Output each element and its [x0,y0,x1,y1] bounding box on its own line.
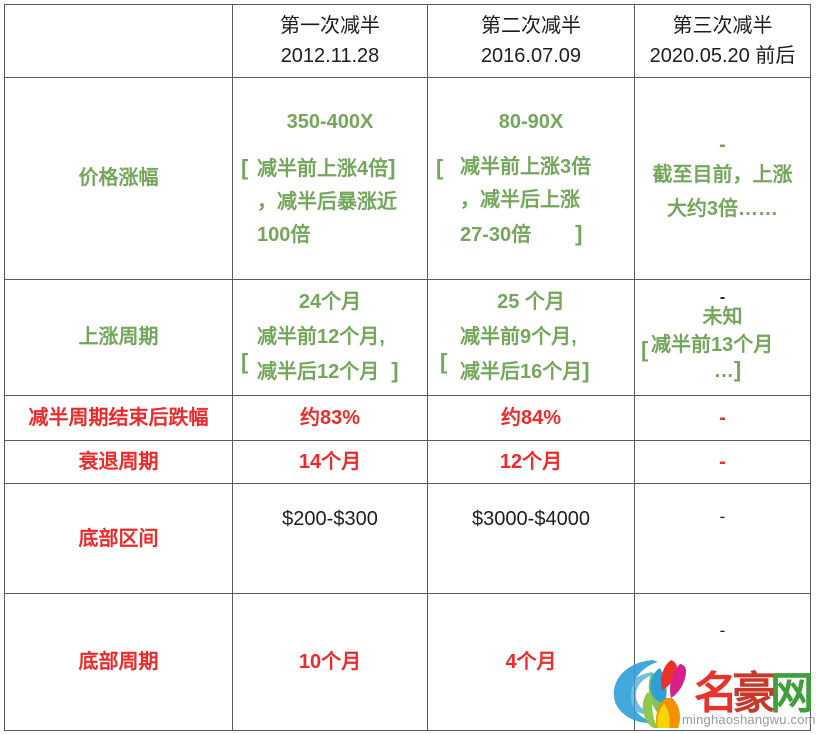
halving-1-date: 2012.11.28 [280,45,380,67]
value-dash: - [719,133,726,156]
value-primary: 10个月 [298,651,362,673]
header-cell-halving-3: 第三次减半 2020.05.20 前后 [634,4,811,78]
bracket-close: ] [388,154,396,180]
row-label-bottom-cycle: 底部周期 [4,593,233,731]
cell-drawdown-halving-1: 约83% [232,395,428,441]
cell-bottom-range-halving-2: $3000-$4000 [427,483,635,594]
value-primary: $200-$300 [282,508,378,530]
value-detail: [ 减半前9个月, 减半后16个月] [434,321,628,389]
bracket-open: [ [641,337,649,362]
row-label-text: 价格涨幅 [78,167,159,189]
bracket-close: ] [733,357,742,382]
detail-line-2: 减半后16个月] [460,358,590,383]
halving-3-title: 第三次减半 [672,15,773,37]
value-detail: [ 减半前上涨4倍] ，减半后暴涨近 100倍 [239,151,421,252]
table-row-rise-cycle: 上涨周期 24个月 [ 减半前12个月, 减半后12个月] 25 个月 [4,279,811,396]
value-primary: 24个月 [298,291,362,313]
cell-price-growth-halving-1: 350-400X [ 减半前上涨4倍] ，减半后暴涨近 100倍 [232,77,428,280]
cell-drawdown-halving-2: 约84% [427,395,635,441]
value-primary: 约84% [500,407,562,429]
row-label-text: 衰退周期 [78,451,159,473]
halving-2-date: 2016.07.09 [480,45,582,67]
detail-line-2: 减半后12个月] [257,358,399,383]
value-primary: 80-90X [498,110,564,133]
cell-price-growth-halving-2: 80-90X [ 减半前上涨3倍 ，减半后上涨 27-30倍] [427,77,635,280]
value-dash: - [719,507,726,526]
row-label-bottom-range: 底部区间 [4,483,233,594]
cell-drawdown-halving-3: - [634,395,811,441]
cell-recession-halving-3: - [634,440,811,484]
value-primary: 12个月 [499,451,563,473]
value-dash: - [719,451,726,473]
cell-bottom-cycle-halving-3: - [634,593,811,731]
value-dash: - [719,621,726,640]
header-cell-halving-1: 第一次减半 2012.11.28 [232,4,428,78]
halving-comparison-table: 第一次减半 2012.11.28 第二次减半 2016.07.09 第三次减半 … [4,4,811,731]
cell-bottom-range-halving-1: $200-$300 [232,483,428,594]
row-label-price-growth: 价格涨幅 [4,77,233,280]
value-primary: 14个月 [298,451,362,473]
table-row-recession-cycle: 衰退周期 14个月 12个月 - [4,440,811,484]
detail-line-3: 100倍 [257,223,311,246]
detail-line-1: 截至目前，上涨 [652,163,793,186]
value-detail: [ 减半前上涨3倍 ，减半后上涨 27-30倍] [434,151,628,252]
detail-line-1: 减半前13个月 [651,334,774,356]
value-primary: 25 个月 [497,291,565,313]
value-primary: $3000-$4000 [472,508,590,530]
header-cell-halving-2: 第二次减半 2016.07.09 [427,4,635,78]
row-label-recession-cycle: 衰退周期 [4,440,233,484]
cell-rise-cycle-halving-1: 24个月 [ 减半前12个月, 减半后12个月] [232,279,428,396]
detail-line-1: 减半前12个月, [257,326,385,348]
detail-line-2: …] [713,357,742,383]
halving-comparison-table-container: 第一次减半 2012.11.28 第二次减半 2016.07.09 第三次减半 … [4,4,811,731]
detail-line-2: ，减半后上涨 [460,188,580,211]
value-dash: - [719,289,726,306]
header-cell-empty [4,4,233,78]
table-row-price-growth: 价格涨幅 350-400X [ 减半前上涨4倍] ，减半后暴涨近 100倍 [4,77,811,280]
detail-line-2: 大约3倍…… [666,197,779,220]
bracket-open: [ [241,349,249,374]
bracket-close: ] [575,220,583,246]
detail-line-1: 减半前9个月, [460,326,577,348]
bracket-close: ] [391,358,399,383]
value-unknown: 未知 [702,306,743,328]
cell-recession-halving-2: 12个月 [427,440,635,484]
value-detail: [ 减半前12个月, 减半后12个月] [239,321,421,389]
cell-rise-cycle-halving-3: - 未知 [ 减半前13个月 …] [634,279,811,396]
cell-rise-cycle-halving-2: 25 个月 [ 减半前9个月, 减半后16个月] [427,279,635,396]
row-label-text: 减半周期结束后跌幅 [28,407,209,429]
cell-bottom-cycle-halving-2: 4个月 [427,593,635,731]
detail-line-2: ，减半后暴涨近 [257,190,397,213]
row-label-rise-cycle: 上涨周期 [4,279,233,396]
halving-3-date: 2020.05.20 前后 [649,45,796,67]
detail-line-1: 减半前上涨4倍] [257,154,396,180]
value-primary: 4个月 [505,651,557,673]
value-dash: - [719,407,726,429]
row-label-post-halving-drawdown: 减半周期结束后跌幅 [4,395,233,441]
bracket-open: [ [241,154,249,180]
halving-1-title: 第一次减半 [280,15,380,37]
row-label-text: 底部区间 [78,527,159,550]
table-header-row: 第一次减半 2012.11.28 第二次减半 2016.07.09 第三次减半 … [4,4,811,78]
cell-bottom-cycle-halving-1: 10个月 [232,593,428,731]
bracket-open: [ [440,349,448,374]
value-primary: 350-400X [286,110,374,133]
bracket-close: ] [582,358,590,383]
detail-line-3: 27-30倍] [460,220,583,246]
halving-2-title: 第二次减半 [481,15,581,37]
table-row-bottom-cycle: 底部周期 10个月 4个月 - [4,593,811,731]
table-row-bottom-range: 底部区间 $200-$300 $3000-$4000 - [4,483,811,594]
value-primary: 约83% [299,407,361,429]
table-row-post-halving-drawdown: 减半周期结束后跌幅 约83% 约84% - [4,395,811,441]
cell-bottom-range-halving-3: - [634,483,811,594]
value-detail: [ 减半前13个月 …] [641,331,804,382]
cell-price-growth-halving-3: - 截至目前，上涨 大约3倍…… [634,77,811,280]
bracket-open: [ [436,154,444,180]
row-label-text: 底部周期 [78,651,159,673]
row-label-text: 上涨周期 [78,326,159,348]
detail-line-1: 减半前上涨3倍 [460,155,592,178]
cell-recession-halving-1: 14个月 [232,440,428,484]
